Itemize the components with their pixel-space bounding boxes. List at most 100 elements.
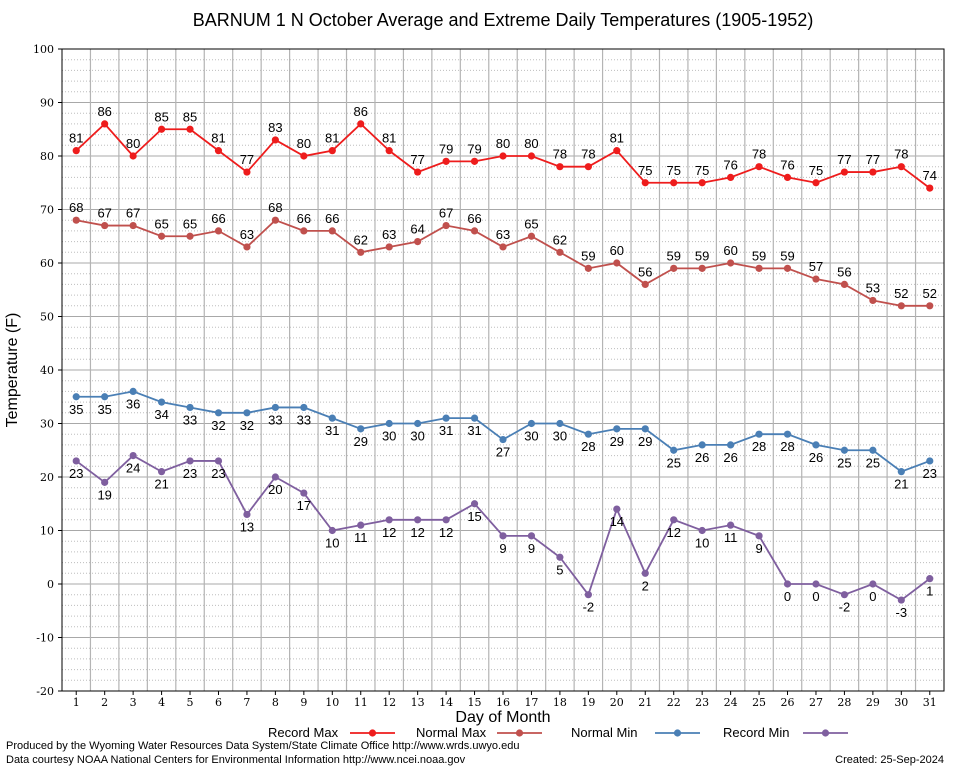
record-min-data-label: 13 bbox=[240, 519, 254, 534]
normal-max-point bbox=[300, 227, 308, 235]
record-min-data-label: -2 bbox=[583, 600, 595, 615]
normal-max-data-label: 62 bbox=[354, 232, 368, 247]
normal-max-data-label: 66 bbox=[467, 211, 481, 226]
record-min-point bbox=[271, 473, 279, 481]
record-min-data-label: -2 bbox=[839, 600, 851, 615]
normal-min-data-label: 26 bbox=[809, 450, 823, 465]
normal-min-data-label: 25 bbox=[866, 455, 880, 470]
x-tick-label: 12 bbox=[382, 696, 396, 709]
normal-max-point bbox=[926, 302, 934, 310]
footer-data-courtesy: Data courtesy NOAA National Centers for … bbox=[6, 754, 466, 766]
chart-title: BARNUM 1 N October Average and Extreme D… bbox=[193, 10, 814, 30]
record-max-point bbox=[670, 179, 678, 187]
normal-max-point bbox=[869, 296, 877, 305]
normal-max-data-label: 59 bbox=[752, 248, 766, 263]
x-tick-label: 27 bbox=[809, 696, 823, 709]
record-min-point bbox=[414, 516, 422, 524]
record-max-point bbox=[271, 136, 279, 144]
record-min-data-label: 10 bbox=[325, 536, 339, 551]
record-max-point bbox=[613, 147, 621, 155]
x-tick-label: 29 bbox=[866, 696, 880, 709]
record-min-data-label: 0 bbox=[869, 589, 876, 604]
record-max-point bbox=[442, 157, 450, 165]
record-min-point bbox=[897, 596, 905, 604]
normal-max-point bbox=[214, 227, 223, 235]
record-max-data-label: 80 bbox=[496, 136, 510, 151]
normal-max-data-label: 63 bbox=[240, 227, 254, 242]
record-min-data-label: -3 bbox=[896, 605, 908, 620]
normal-min-data-label: 31 bbox=[439, 423, 453, 438]
normal-min-legend-label: Normal Min bbox=[571, 725, 637, 740]
record-min-point bbox=[670, 516, 678, 524]
record-max-point bbox=[385, 147, 393, 155]
normal-min-point bbox=[101, 393, 109, 401]
record-max-point bbox=[641, 179, 649, 187]
record-min-point bbox=[300, 489, 308, 497]
x-tick-label: 24 bbox=[724, 696, 738, 709]
record-max-point bbox=[698, 179, 706, 187]
normal-max-data-label: 68 bbox=[69, 200, 83, 215]
normal-min-point bbox=[897, 468, 905, 476]
y-tick-label: 30 bbox=[40, 418, 54, 431]
record-min-data-label: 12 bbox=[410, 525, 424, 540]
record-max-data-label: 79 bbox=[439, 141, 453, 156]
x-tick-label: 17 bbox=[524, 696, 538, 709]
normal-max-point bbox=[470, 227, 479, 235]
record-max-data-label: 81 bbox=[325, 131, 339, 146]
y-tick-label: 80 bbox=[40, 150, 54, 163]
normal-max-data-label: 52 bbox=[894, 286, 908, 301]
normal-max-point bbox=[414, 238, 422, 246]
normal-max-data-label: 57 bbox=[809, 259, 823, 274]
normal-max-point bbox=[670, 264, 678, 272]
record-min-point bbox=[214, 457, 223, 465]
record-min-point bbox=[243, 510, 251, 519]
normal-min-data-label: 33 bbox=[297, 412, 311, 427]
normal-min-point bbox=[414, 419, 422, 428]
normal-max-data-label: 56 bbox=[638, 264, 652, 279]
data-labels: 81 86 80 85 85 81 77 83 80 81 86 81 77 79 79 80 80 78 78 81… bbox=[69, 104, 937, 620]
record-min-point bbox=[357, 521, 365, 529]
normal-min-data-label: 30 bbox=[553, 429, 567, 444]
record-min-point bbox=[556, 553, 564, 561]
record-min-data-label: 12 bbox=[382, 525, 396, 540]
normal-max-point bbox=[556, 248, 564, 256]
normal-min-data-label: 25 bbox=[666, 455, 680, 470]
x-tick-label: 1 bbox=[73, 696, 80, 709]
normal-max-data-label: 53 bbox=[866, 280, 880, 295]
x-tick-label: 13 bbox=[411, 696, 425, 709]
normal-min-data-label: 35 bbox=[97, 402, 111, 417]
x-tick-label: 16 bbox=[496, 696, 510, 709]
normal-min-point bbox=[357, 425, 365, 433]
normal-min-data-label: 26 bbox=[695, 450, 709, 465]
normal-min-point bbox=[783, 430, 792, 438]
normal-max-point bbox=[897, 302, 905, 310]
normal-max-data-label: 59 bbox=[666, 248, 680, 263]
record-min-data-label: 21 bbox=[154, 477, 168, 492]
x-tick-label: 3 bbox=[130, 696, 137, 709]
x-tick-label: 23 bbox=[695, 696, 709, 709]
normal-min-point bbox=[385, 419, 393, 428]
normal-max-point bbox=[385, 243, 393, 251]
record-max-data-label: 77 bbox=[410, 152, 424, 167]
x-tick-label: 8 bbox=[272, 696, 279, 709]
record-max-data-label: 81 bbox=[211, 131, 225, 146]
normal-min-point bbox=[243, 409, 251, 417]
record-min-data-label: 12 bbox=[439, 525, 453, 540]
record-max-data-label: 78 bbox=[553, 147, 567, 162]
record-max-data-label: 80 bbox=[524, 136, 538, 151]
normal-max-point bbox=[727, 259, 735, 267]
record-min-point bbox=[926, 575, 934, 583]
record-max-data-label: 80 bbox=[297, 136, 311, 151]
normal-max-data-label: 66 bbox=[325, 211, 339, 226]
record-max-point bbox=[869, 168, 877, 176]
normal-max-data-label: 65 bbox=[183, 216, 197, 231]
normal-max-data-label: 64 bbox=[410, 222, 424, 237]
record-max-point bbox=[214, 147, 223, 155]
normal-min-data-label: 35 bbox=[69, 402, 83, 417]
x-tick-label: 2 bbox=[101, 696, 108, 709]
x-tick-label: 7 bbox=[243, 696, 250, 709]
normal-min-point bbox=[869, 446, 877, 454]
record-min-point bbox=[129, 452, 137, 460]
record-max-point bbox=[186, 125, 194, 133]
record-max-data-label: 81 bbox=[610, 131, 624, 146]
